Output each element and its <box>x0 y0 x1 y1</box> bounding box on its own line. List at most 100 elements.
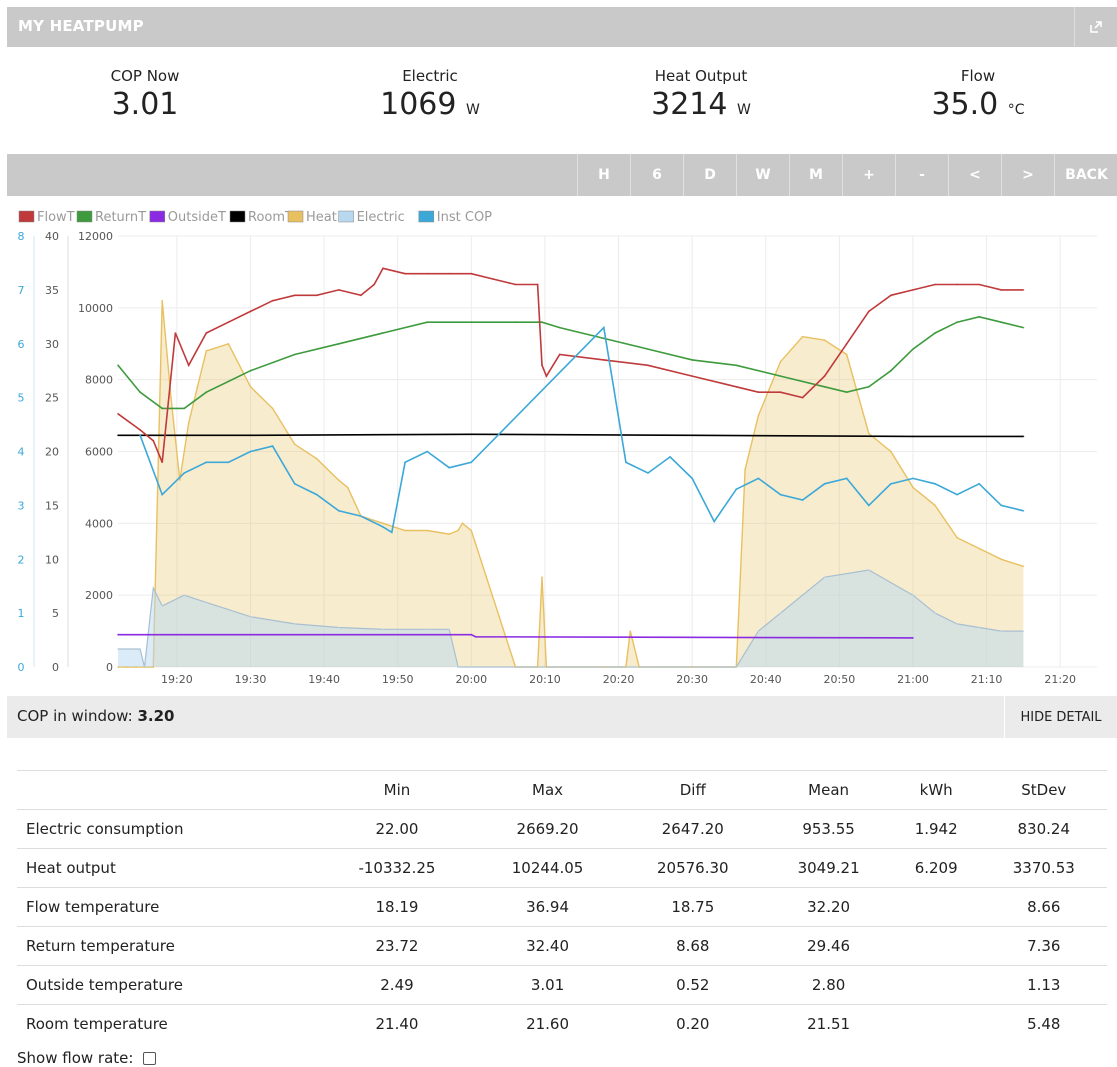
cell-stdev: 7.36 <box>980 926 1107 966</box>
pan-left-button[interactable]: < <box>948 154 1001 196</box>
data-point <box>1000 558 1003 561</box>
data-point <box>117 364 119 367</box>
data-point <box>602 666 605 668</box>
data-point <box>691 666 694 668</box>
data-point <box>293 294 296 297</box>
data-point <box>912 477 914 480</box>
data-point <box>558 666 561 668</box>
temp-tick-label: 40 <box>45 230 59 243</box>
x-tick-label: 21:00 <box>897 673 929 686</box>
data-point <box>249 385 252 388</box>
stat-heat-output: Heat Output 3214 W <box>581 67 821 122</box>
data-point <box>978 626 981 629</box>
data-point <box>735 385 738 388</box>
data-point <box>470 461 473 464</box>
heatpump-chart[interactable]: FlowT ReturnT OutsideT RoomT Heat Electric Ins… <box>7 200 1117 694</box>
stat-value: 35.0 °C <box>931 87 1025 122</box>
legend-swatch <box>338 210 354 223</box>
stat-cop-now: COP Now 3.01 <box>25 67 265 122</box>
data-point <box>470 666 473 668</box>
data-point <box>152 666 155 668</box>
temp-tick-label: 15 <box>45 499 59 512</box>
data-point <box>161 299 164 302</box>
cell-mean: 29.46 <box>765 926 892 966</box>
power-tick-label: 12000 <box>78 230 113 243</box>
data-point <box>978 283 981 286</box>
data-point <box>271 299 274 302</box>
power-tick-label: 4000 <box>85 517 113 530</box>
data-point <box>457 529 459 532</box>
data-point <box>404 529 406 532</box>
data-point <box>691 477 694 480</box>
data-point <box>541 364 543 367</box>
zoom-day-button[interactable]: D <box>683 154 736 196</box>
column-header-stdev: StDev <box>980 770 1107 810</box>
cell-max: 32.40 <box>474 926 621 966</box>
row-name: Return temperature <box>17 926 319 966</box>
data-point <box>890 369 892 372</box>
data-point <box>183 594 186 597</box>
back-button[interactable]: BACK <box>1054 154 1117 196</box>
data-point <box>757 477 760 480</box>
data-point <box>890 450 892 453</box>
pan-right-button[interactable]: > <box>1001 154 1054 196</box>
data-point <box>779 493 782 496</box>
legend-label: FlowT <box>37 210 75 225</box>
data-point <box>1022 289 1025 291</box>
zoom-out-button[interactable]: - <box>895 154 948 196</box>
outside-temp-line <box>118 633 914 639</box>
table-header-row: Min Max Diff Mean kWh StDev <box>17 770 1107 810</box>
zoom-in-button[interactable]: + <box>842 154 895 196</box>
cell-diff: 20576.30 <box>620 848 766 888</box>
stat-flow: Flow 35.0 °C <box>858 67 1098 122</box>
hide-detail-button[interactable]: HIDE DETAIL <box>1004 696 1117 738</box>
stat-label: COP Now <box>110 67 180 85</box>
data-point <box>823 385 826 388</box>
zoom-week-button[interactable]: W <box>736 154 789 196</box>
row-name: Outside temperature <box>17 965 319 1005</box>
data-point <box>669 456 671 458</box>
data-point <box>315 493 318 496</box>
zoom-hour-button[interactable]: H <box>577 154 630 196</box>
data-point <box>293 623 296 625</box>
cell-max: 10244.05 <box>474 848 621 888</box>
data-point <box>956 493 958 496</box>
app-header: MY HEATPUMP <box>7 7 1117 47</box>
temp-tick-label: 25 <box>45 392 59 405</box>
data-point <box>934 504 936 507</box>
chart-svg[interactable]: FlowT ReturnT OutsideT RoomT Heat Electric Ins… <box>7 200 1117 694</box>
cell-stdev: 3370.53 <box>980 848 1107 888</box>
show-flow-checkbox[interactable] <box>143 1051 157 1065</box>
legend-swatch <box>18 210 35 223</box>
table-row: Flow temperature 18.19 36.94 18.75 32.20… <box>17 887 1107 927</box>
data-point <box>735 488 738 491</box>
data-point <box>227 461 230 464</box>
data-point <box>956 321 958 324</box>
cell-kwh: 1.942 <box>891 809 981 849</box>
cell-min: 22.00 <box>319 809 475 849</box>
data-point <box>205 601 208 604</box>
data-point <box>187 421 190 424</box>
data-point <box>249 434 252 437</box>
legend-swatch <box>76 210 93 223</box>
data-point <box>117 648 119 650</box>
data-point <box>978 547 981 550</box>
data-point <box>912 348 914 350</box>
data-point <box>629 630 632 632</box>
table-row: Electric consumption 22.00 2669.20 2647.… <box>17 809 1107 849</box>
stat-value: 3.01 <box>111 87 179 122</box>
external-link-icon[interactable] <box>1074 7 1117 47</box>
data-point <box>691 434 694 437</box>
data-point <box>404 272 406 275</box>
zoom-6h-button[interactable]: 6 <box>630 154 683 196</box>
temp-tick-label: 10 <box>45 553 59 566</box>
data-point <box>117 666 119 668</box>
zoom-month-button[interactable]: M <box>789 154 842 196</box>
cell-kwh <box>891 1004 981 1043</box>
data-point <box>183 407 186 410</box>
data-point <box>161 461 164 464</box>
cop-tick-label: 0 <box>18 661 25 674</box>
data-point <box>801 499 804 501</box>
data-point <box>536 321 539 324</box>
column-header-kwh: kWh <box>891 770 981 810</box>
